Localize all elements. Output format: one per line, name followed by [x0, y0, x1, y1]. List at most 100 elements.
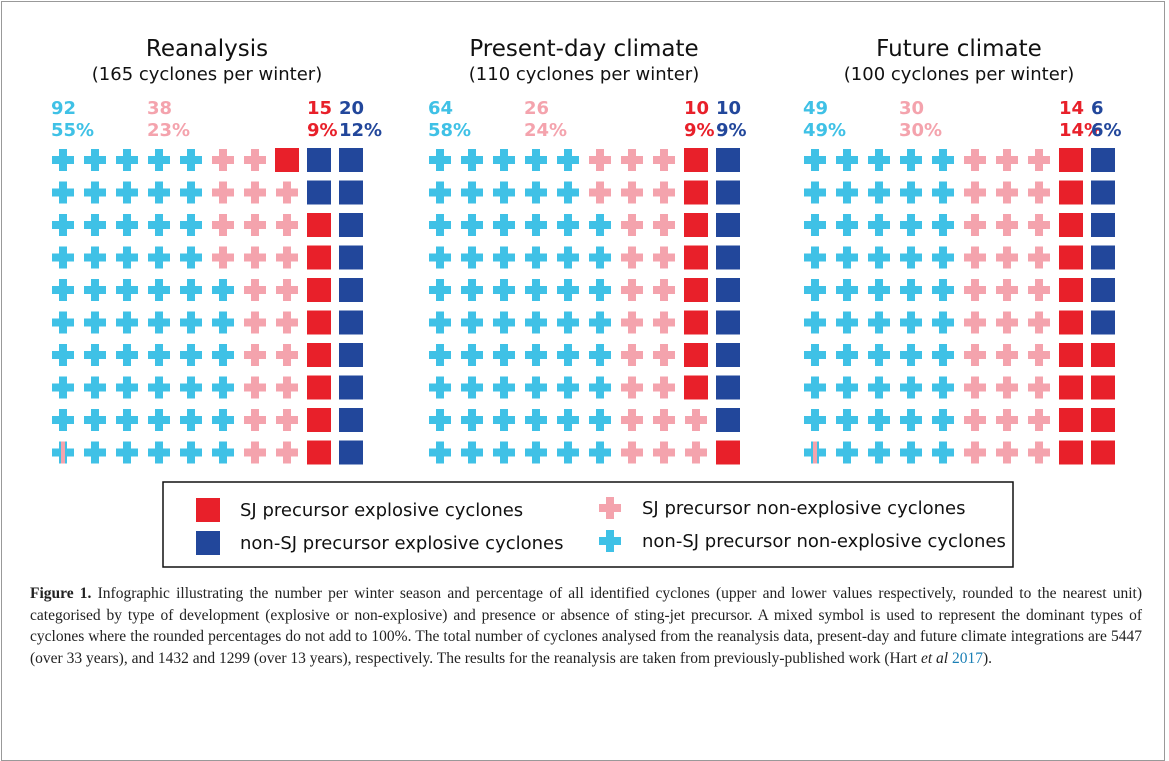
waffle-icon — [653, 441, 675, 464]
caption-text: Infographic illustrating the number per … — [30, 585, 1143, 667]
waffle-icon — [684, 310, 708, 335]
waffle-icon — [52, 149, 74, 171]
waffle-icon — [716, 408, 740, 432]
count-label: 10 — [684, 98, 709, 119]
waffle-icon — [868, 344, 890, 366]
waffle-icon — [525, 181, 547, 204]
waffle-icon — [212, 149, 234, 171]
waffle-icon — [804, 181, 826, 204]
waffle-icon — [653, 181, 675, 204]
waffle-icon — [244, 246, 266, 269]
waffle-icon — [932, 246, 954, 269]
waffle-icon — [180, 214, 202, 236]
percent-label: 6% — [1091, 120, 1122, 141]
waffle-icon — [932, 409, 954, 431]
waffle-icon — [653, 311, 675, 334]
waffle-icon — [148, 279, 170, 301]
waffle-icon — [900, 344, 922, 366]
waffle-icon — [557, 344, 579, 366]
waffle-icon — [307, 375, 331, 400]
waffle-icon — [836, 214, 858, 236]
waffle-icon — [964, 181, 986, 204]
waffle-icon — [212, 279, 234, 301]
waffle-icon — [996, 311, 1018, 334]
waffle-icon — [180, 311, 202, 334]
waffle-icon — [868, 376, 890, 399]
legend-label: non-SJ precursor explosive cyclones — [240, 533, 564, 554]
waffle-icon — [52, 376, 74, 399]
waffle-icon — [493, 149, 515, 171]
legend-label: SJ precursor non-explosive cyclones — [642, 498, 966, 519]
waffle-icon — [836, 409, 858, 431]
waffle-icon — [932, 279, 954, 301]
waffle-icon — [429, 279, 451, 301]
waffle-icon — [589, 181, 611, 204]
waffle-icon — [716, 180, 740, 205]
waffle-icon — [276, 311, 298, 334]
waffle-icon — [212, 181, 234, 204]
waffle-icon — [276, 376, 298, 399]
waffle-icon — [525, 214, 547, 236]
waffle-icon — [716, 343, 740, 367]
percent-label: 14% — [1059, 120, 1102, 141]
waffle-icon — [493, 376, 515, 399]
waffle-icon — [461, 149, 483, 171]
waffle-icon — [868, 311, 890, 334]
waffle-icon — [493, 214, 515, 236]
waffle-icon — [996, 149, 1018, 171]
count-label: 10 — [716, 98, 741, 119]
legend-icon — [196, 531, 220, 555]
caption-link[interactable]: 2017 — [951, 649, 983, 667]
percent-label: 9% — [716, 120, 747, 141]
waffle-icon — [180, 279, 202, 301]
waffle-icon — [684, 180, 708, 205]
waffle-icon — [493, 279, 515, 301]
waffle-icon — [244, 441, 266, 464]
waffle-icon — [836, 246, 858, 269]
waffle-icon — [804, 311, 826, 334]
waffle-icon — [621, 441, 643, 464]
waffle-icon — [716, 440, 740, 465]
waffle-icon — [557, 279, 579, 301]
waffle-icon — [52, 409, 74, 431]
waffle-icon — [1091, 180, 1115, 205]
percent-label: 30% — [899, 120, 942, 141]
waffle-icon — [836, 441, 858, 464]
waffle-icon — [84, 344, 106, 366]
waffle-icon — [525, 441, 547, 464]
waffle-icon — [429, 149, 451, 171]
waffle-icon — [429, 376, 451, 399]
waffle-icon — [84, 441, 106, 464]
waffle-icon — [836, 181, 858, 204]
waffle-icon — [1091, 245, 1115, 270]
waffle-icon — [1091, 278, 1115, 302]
waffle-icon — [932, 441, 954, 464]
waffle-icon — [1091, 213, 1115, 237]
waffle-icon — [804, 376, 826, 399]
waffle-icon — [307, 343, 331, 367]
waffle-icon — [964, 149, 986, 171]
waffle-icon — [1059, 343, 1083, 367]
mixed-symbol-part — [813, 441, 817, 464]
waffle-icon — [900, 311, 922, 334]
waffle-icon — [868, 409, 890, 431]
waffle-icon — [307, 278, 331, 302]
waffle-icon — [900, 246, 922, 269]
waffle-icon — [84, 149, 106, 171]
waffle-icon — [653, 344, 675, 366]
waffle-icon — [1028, 376, 1050, 399]
waffle-icon — [557, 246, 579, 269]
panel-title: Present-day climate — [469, 36, 698, 62]
waffle-icon — [557, 181, 579, 204]
waffle-icon — [1059, 180, 1083, 205]
waffle-icon — [557, 376, 579, 399]
waffle-icon — [180, 181, 202, 204]
waffle-icon — [429, 246, 451, 269]
waffle-icon — [339, 213, 363, 237]
waffle-icon — [964, 344, 986, 366]
waffle-icon — [525, 311, 547, 334]
waffle-icon — [1028, 214, 1050, 236]
waffle-icon — [1091, 440, 1115, 465]
mixed-symbol-part — [61, 441, 65, 464]
waffle-icon — [1028, 344, 1050, 366]
